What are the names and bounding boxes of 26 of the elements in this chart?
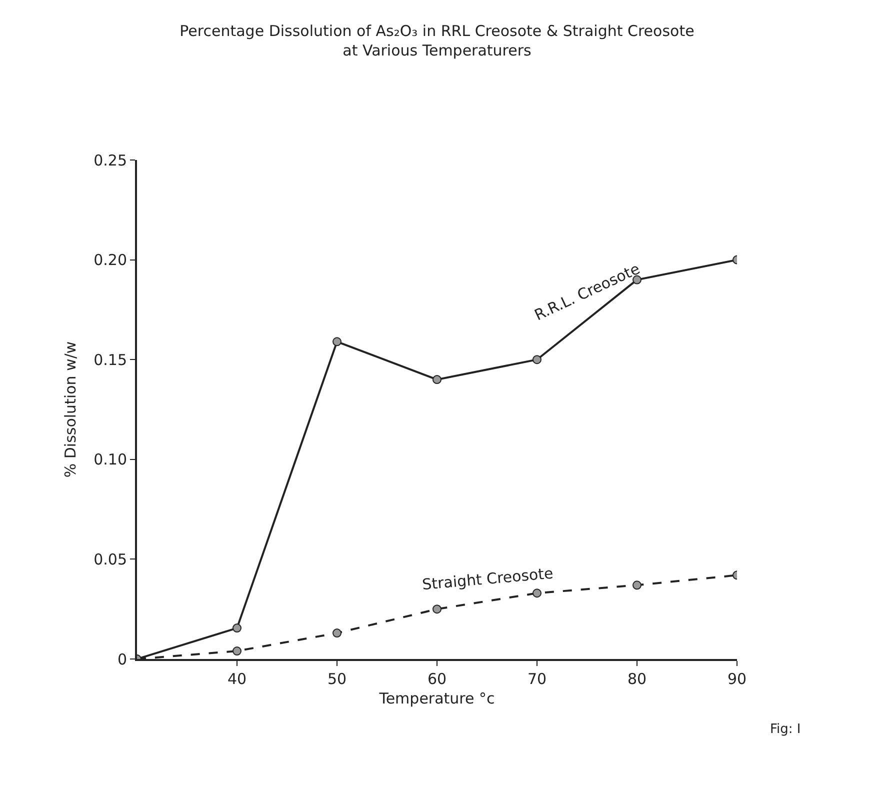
point xyxy=(532,588,542,598)
y-tick-label: 0 xyxy=(117,650,127,668)
y-tick-label: 0.20 xyxy=(94,251,127,270)
y-tick-label: 0.15 xyxy=(94,350,127,369)
text: Fig: I xyxy=(770,722,801,737)
y-axis-title: % Dissolution w/w xyxy=(61,341,80,478)
x-tick-label: 70 xyxy=(527,670,547,688)
y-tick-label: 0.25 xyxy=(94,151,127,170)
point xyxy=(232,646,242,656)
point xyxy=(532,355,542,364)
y-tick-label: 0.05 xyxy=(94,550,127,568)
point xyxy=(432,604,442,614)
point xyxy=(232,624,242,633)
series-label: Straight Creosote xyxy=(421,564,554,594)
x-tick-label: 50 xyxy=(327,670,347,688)
x-tick-label: 80 xyxy=(627,670,647,688)
x-tick-label: 90 xyxy=(727,670,747,688)
point xyxy=(432,375,442,384)
x-tick-label: 40 xyxy=(227,670,247,688)
x-tick-label: 60 xyxy=(427,670,447,688)
point xyxy=(332,337,342,346)
point xyxy=(632,580,642,590)
y-tick-label: 0.10 xyxy=(94,450,127,469)
chart-title: Percentage Dissolution of As₂O₃ in RRL Creosote & Straight Creosote at Various Temperaturers xyxy=(180,22,694,60)
x-axis-title: Temperature °c xyxy=(378,690,495,708)
point xyxy=(332,628,342,638)
